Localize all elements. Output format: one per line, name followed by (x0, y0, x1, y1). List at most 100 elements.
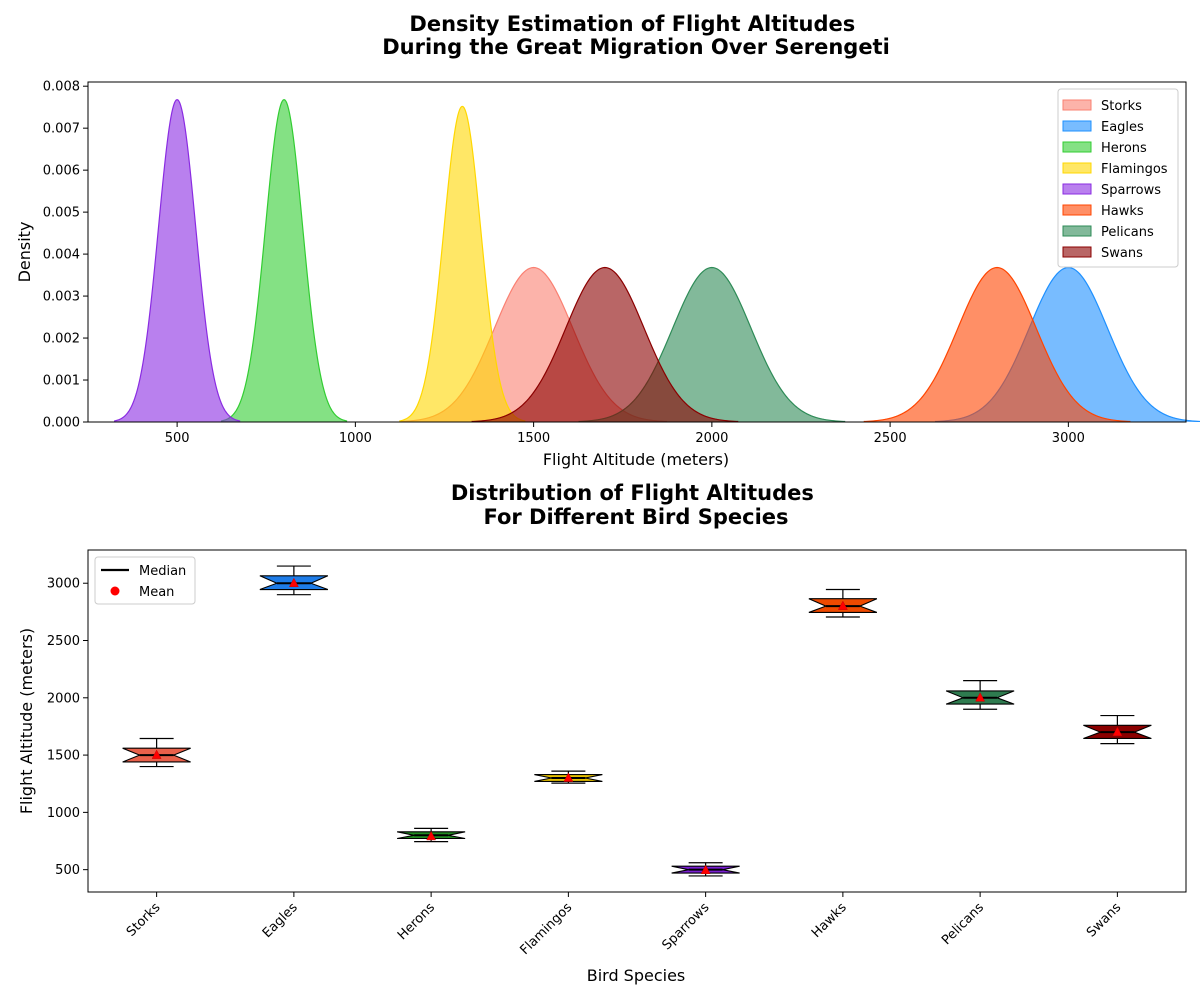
mean-marker-flamingos (563, 772, 574, 782)
density-title-line-1: Density Estimation of Flight Altitudes (409, 12, 855, 36)
density-legend-swatch-pelicans (1062, 225, 1092, 237)
mean-marker-herons (426, 830, 437, 841)
density-legend-swatch-flamingos (1062, 162, 1092, 174)
density-x-tick-label: 2500 (874, 431, 907, 446)
density-legend-swatch-storks (1062, 99, 1092, 111)
mean-marker-hawks (837, 600, 848, 610)
density-legend-swatch-herons (1062, 141, 1092, 153)
density-curve-herons (220, 98, 348, 422)
boxplot-x-tick-label-storks: Storks (124, 900, 164, 940)
density-curve-swans (471, 266, 739, 423)
boxplot-y-tick-label: 1500 (47, 749, 80, 764)
boxplot-x-tick-label-pelicans: Pelicans (939, 900, 987, 948)
boxplot-x-tick-label-herons: Herons (395, 900, 438, 943)
box-pelicans (945, 680, 1015, 710)
density-plot-frame (87, 81, 1187, 423)
density-y-tick-label: 0.008 (43, 80, 80, 95)
boxplot-y-tick-label: 500 (55, 863, 80, 878)
box-eagles (259, 565, 329, 596)
density-legend-label-herons: Herons (1101, 141, 1147, 156)
boxplot-y-tick-label: 2000 (47, 691, 80, 706)
density-area-pelicans (578, 267, 846, 422)
density-legend-label-sparrows: Sparrows (1101, 183, 1161, 198)
boxplot-title-line-1: Distribution of Flight Altitudes (451, 481, 814, 505)
density-legend-swatch-hawks (1062, 204, 1092, 216)
boxplot-legend: Median Mean (94, 556, 196, 605)
density-legend-label-hawks: Hawks (1101, 204, 1144, 219)
boxplot-y-tick-label: 1000 (47, 806, 80, 821)
density-legend-swatch-eagles (1062, 120, 1092, 132)
density-y-tick-label: 0.000 (43, 416, 80, 431)
legend-mean-label: Mean (139, 585, 174, 600)
box-flamingos (534, 770, 603, 784)
density-curve-hawks (863, 266, 1131, 423)
density-legend: Storks Eagles Herons Flamingos Sparrows Hawks… (1057, 88, 1179, 268)
boxplot-y-tick-label: 3000 (47, 577, 80, 592)
density-x-axis-label: Flight Altitude (meters) (543, 450, 729, 469)
density-area-eagles (935, 267, 1200, 422)
density-legend-label-flamingos: Flamingos (1101, 162, 1168, 177)
boxplot-x-tick-label-sparrows: Sparrows (659, 900, 712, 953)
density-y-tick-label: 0.007 (43, 122, 80, 137)
boxplot-boxes (122, 565, 1152, 877)
density-area-flamingos (399, 106, 526, 422)
mean-marker-pelicans (975, 692, 986, 702)
density-y-tick-label: 0.006 (43, 164, 80, 179)
legend-median-label: Median (139, 564, 186, 579)
density-area-hawks (863, 267, 1131, 422)
density-x-tick-label: 2000 (695, 431, 728, 446)
density-y-tick-label: 0.001 (43, 374, 80, 389)
boxplot-chart: Distribution of Flight Altitudes For Dif… (17, 481, 1187, 985)
boxplot-x-axis-label: Bird Species (587, 966, 686, 985)
density-title-line-2: During the Great Migration Over Serenget… (382, 35, 890, 59)
density-legend-label-pelicans: Pelicans (1101, 225, 1154, 240)
box-herons (397, 827, 466, 843)
box-sparrows (671, 862, 740, 877)
mean-marker-eagles (288, 577, 299, 587)
boxplot-x-tick-label-flamingos: Flamingos (518, 900, 576, 958)
density-y-tick-label: 0.003 (43, 290, 80, 305)
mean-marker-storks (151, 749, 162, 759)
density-legend-swatch-sparrows (1062, 183, 1092, 195)
density-areas (113, 98, 1200, 423)
density-y-tick-label: 0.005 (43, 206, 80, 221)
boxplot-y-axis-label: Flight Altitude (meters) (17, 628, 36, 814)
boxplot-plot-frame (87, 549, 1187, 893)
box-swans (1083, 714, 1152, 745)
mean-marker-sparrows (700, 864, 711, 874)
density-x-ticks: 500 1000 1500 2000 2500 3000 (165, 422, 1085, 446)
boxplot-title-line-2: For Different Bird Species (483, 505, 788, 529)
density-legend-label-storks: Storks (1101, 99, 1142, 114)
box-hawks (808, 588, 878, 618)
density-legend-label-eagles: Eagles (1101, 120, 1144, 135)
density-y-tick-label: 0.004 (43, 248, 80, 263)
boxplot-legend-box (94, 556, 196, 605)
density-chart: Density Estimation of Flight Altitudes D… (15, 12, 1200, 469)
density-x-tick-label: 500 (165, 431, 190, 446)
density-area-sparrows (114, 99, 241, 422)
legend-mean-swatch (110, 586, 120, 596)
boxplot-x-tick-label-swans: Swans (1084, 900, 1124, 940)
density-curve-sparrows (113, 98, 241, 422)
boxplot-chart-title: Distribution of Flight Altitudes For Dif… (451, 481, 821, 529)
boxplot-y-tick-label: 2500 (47, 634, 80, 649)
boxplot-y-ticks: 500 1000 1500 2000 2500 3000 (47, 577, 88, 878)
density-y-axis-label: Density (15, 222, 34, 283)
density-legend-label-swans: Swans (1101, 246, 1143, 261)
density-y-tick-label: 0.002 (43, 332, 80, 347)
boxplot-x-tick-label-hawks: Hawks (809, 900, 850, 941)
density-chart-title: Density Estimation of Flight Altitudes D… (382, 12, 890, 59)
density-x-tick-label: 1000 (339, 431, 372, 446)
boxplot-x-tick-label-eagles: Eagles (260, 900, 301, 941)
density-x-tick-label: 1500 (517, 431, 550, 446)
mean-marker-swans (1112, 726, 1123, 736)
density-x-tick-label: 3000 (1052, 431, 1085, 446)
density-area-herons (221, 99, 348, 422)
density-legend-swatch-swans (1062, 246, 1092, 258)
density-area-storks (400, 267, 667, 422)
density-y-ticks: 0.000 0.001 0.002 0.003 0.004 0.005 0.006 0.007… (43, 80, 88, 431)
density-curve-flamingos (399, 105, 526, 422)
box-storks (122, 737, 191, 768)
density-area-swans (471, 267, 739, 422)
